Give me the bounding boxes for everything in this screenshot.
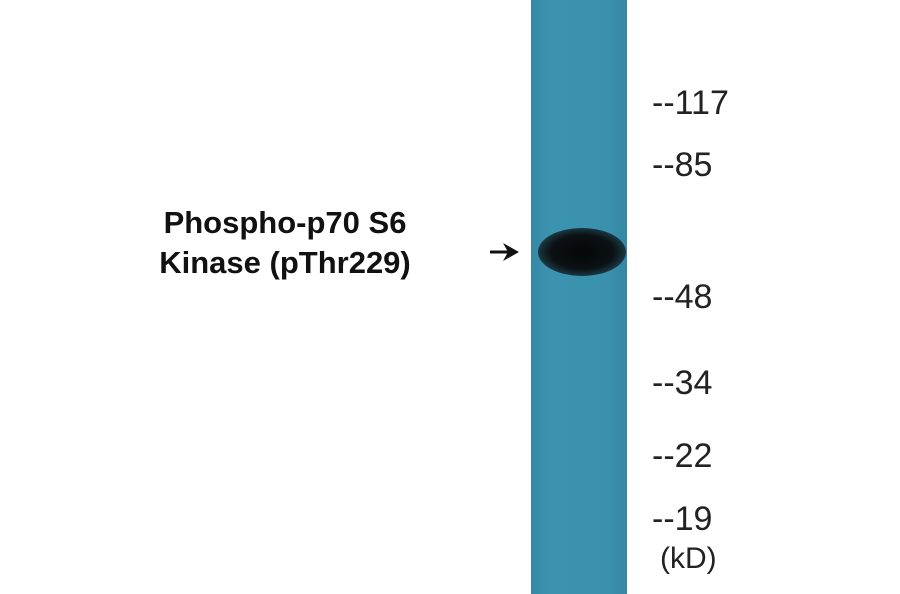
marker-22: --22: [652, 437, 713, 475]
marker-85: --85: [652, 146, 713, 184]
marker-19: --19: [652, 500, 713, 538]
protein-band: [538, 228, 626, 276]
protein-label-line2: Kinase (pThr229): [159, 245, 411, 280]
blot-lane: [531, 0, 627, 594]
unit-label: (kD): [660, 542, 717, 575]
protein-label-line1: Phospho-p70 S6: [163, 205, 407, 240]
marker-34: --34: [652, 364, 713, 402]
marker-48: --48: [652, 278, 713, 316]
protein-label: Phospho-p70 S6 Kinase (pThr229): [100, 203, 470, 283]
arrow-right-icon: [490, 243, 519, 261]
marker-117: --117: [652, 84, 729, 122]
